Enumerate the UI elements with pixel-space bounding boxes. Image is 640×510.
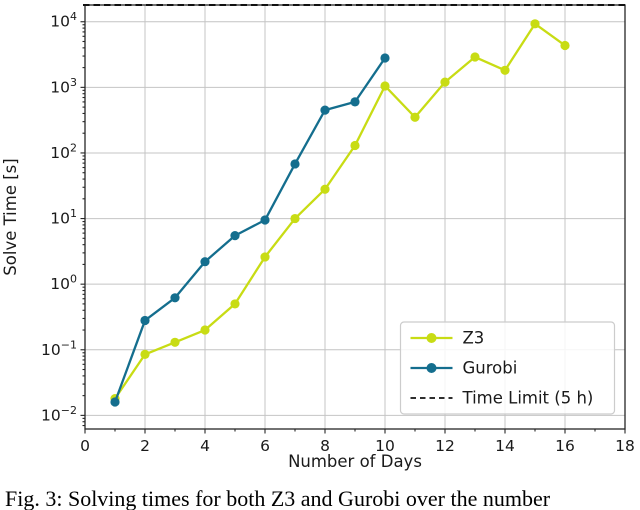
z3-marker bbox=[530, 19, 540, 29]
x-tick-label: 2 bbox=[140, 437, 150, 455]
y-tick-label: 10−2 bbox=[41, 404, 77, 425]
gurobi-series bbox=[110, 53, 390, 407]
x-tick-label: 16 bbox=[555, 437, 575, 455]
z3-marker bbox=[560, 40, 570, 51]
gurobi-marker bbox=[170, 293, 180, 303]
legend-label-gurobi: Gurobi bbox=[463, 359, 518, 378]
z3-marker bbox=[380, 81, 390, 91]
y-tick-label: 103 bbox=[50, 76, 77, 97]
chart-container: 0 2 4 6 8 10 12 14 16 18 104 103 102 101 100 10−1 10−2 Nu… bbox=[1, 4, 635, 471]
y-axis-label: Solve Time [s] bbox=[1, 158, 20, 275]
gurobi-marker bbox=[320, 105, 330, 115]
x-tick-label: 18 bbox=[615, 437, 635, 455]
solve-time-chart: 0 2 4 6 8 10 12 14 16 18 104 103 102 101 100 10−1 10−2 Nu… bbox=[1, 4, 635, 471]
x-tick-label: 14 bbox=[495, 437, 515, 455]
x-tick-label: 12 bbox=[435, 437, 455, 455]
z3-marker bbox=[350, 140, 360, 151]
z3-marker bbox=[200, 325, 210, 335]
legend-label-z3: Z3 bbox=[463, 329, 485, 348]
y-tick-label: 104 bbox=[50, 10, 77, 31]
gurobi-marker bbox=[200, 257, 210, 267]
z3-marker bbox=[470, 52, 480, 62]
y-tick-label: 101 bbox=[50, 207, 77, 228]
z3-marker bbox=[140, 349, 150, 360]
gurobi-marker bbox=[140, 315, 150, 326]
x-tick-label: 6 bbox=[260, 437, 270, 455]
gurobi-marker bbox=[380, 53, 390, 63]
gurobi-marker bbox=[110, 397, 120, 407]
x-tick-label: 0 bbox=[80, 437, 90, 455]
gurobi-marker bbox=[290, 159, 300, 169]
legend-label-time-limit-5-h-: Time Limit (5 h) bbox=[462, 389, 594, 408]
x-tick-label: 8 bbox=[320, 437, 330, 455]
x-axis-label: Number of Days bbox=[288, 452, 422, 471]
y-tick-label: 102 bbox=[50, 141, 77, 162]
y-tick-label: 10−1 bbox=[41, 338, 77, 359]
z3-line bbox=[114, 22, 566, 400]
figure-caption: Fig. 3: Solving times for both Z3 and Gu… bbox=[5, 486, 551, 510]
legend: Z3 Gurobi Time Limit (5 h) bbox=[399, 321, 616, 415]
z3-marker bbox=[320, 184, 330, 194]
z3-marker bbox=[500, 65, 510, 75]
z3-marker bbox=[260, 252, 270, 262]
y-tick-label: 100 bbox=[50, 273, 77, 294]
x-tick-label: 4 bbox=[200, 437, 210, 455]
z3-marker bbox=[290, 213, 300, 224]
gurobi-marker bbox=[230, 230, 240, 241]
z3-marker bbox=[230, 299, 240, 309]
gurobi-line bbox=[113, 57, 386, 403]
gurobi-marker bbox=[350, 97, 360, 107]
axis-ticks bbox=[80, 21, 626, 434]
legend-box bbox=[399, 321, 616, 415]
z3-marker bbox=[440, 77, 450, 87]
z3-marker bbox=[170, 337, 180, 347]
legend-marker bbox=[426, 333, 437, 343]
gurobi-marker bbox=[260, 215, 270, 225]
x-tick-label: 10 bbox=[375, 437, 395, 455]
z3-marker bbox=[410, 112, 420, 122]
legend-marker bbox=[426, 363, 437, 373]
